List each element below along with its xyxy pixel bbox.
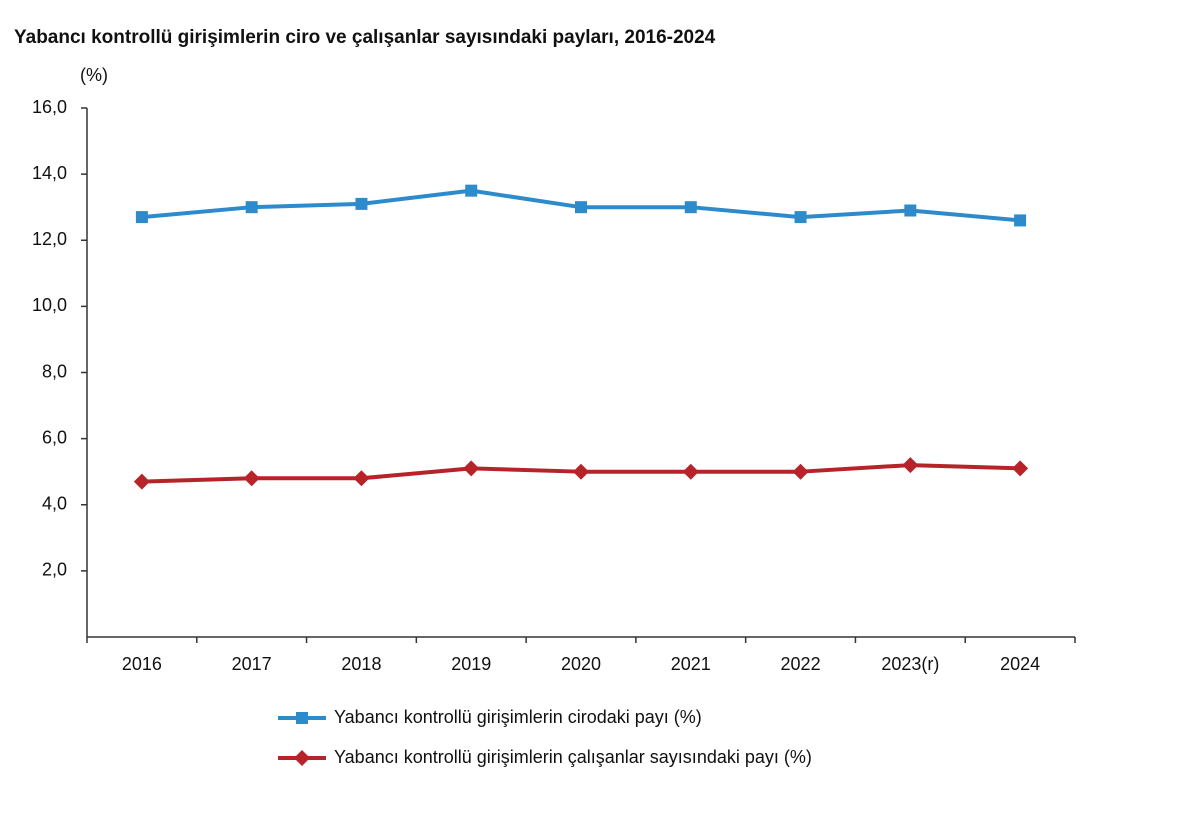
data-point — [573, 463, 589, 480]
data-point — [902, 457, 919, 474]
data-point — [133, 473, 150, 490]
x-tick-label: 2016 — [122, 654, 162, 674]
x-tick-label: 2018 — [341, 654, 381, 674]
legend-label: Yabancı kontrollü girişimlerin cirodaki … — [334, 707, 702, 727]
data-point — [1012, 460, 1029, 477]
data-point — [684, 201, 697, 214]
data-point — [245, 201, 258, 214]
y-tick-label: 14,0 — [32, 163, 67, 183]
y-axis-label: (%) — [80, 65, 108, 85]
chart-title: Yabancı kontrollü girişimlerin ciro ve ç… — [14, 27, 716, 48]
y-tick-label: 12,0 — [32, 229, 67, 249]
data-point — [1014, 214, 1027, 227]
x-tick-label: 2021 — [671, 654, 711, 674]
x-tick-label: 2024 — [1000, 654, 1040, 674]
data-point — [463, 460, 480, 477]
y-tick-label: 10,0 — [32, 295, 67, 315]
x-tick-label: 2023(r) — [881, 654, 939, 674]
data-point — [792, 463, 809, 480]
data-point — [794, 211, 807, 224]
y-tick-label: 16,0 — [32, 97, 67, 117]
x-tick-label: 2019 — [451, 654, 491, 674]
x-tick-label: 2017 — [232, 654, 272, 674]
y-tick-label: 4,0 — [42, 494, 67, 514]
data-point — [904, 204, 917, 217]
legend-marker — [294, 750, 310, 766]
legend-marker — [296, 712, 308, 724]
data-point — [465, 184, 478, 197]
y-tick-label: 2,0 — [42, 560, 67, 580]
x-tick-label: 2022 — [781, 654, 821, 674]
y-tick-label: 8,0 — [42, 361, 67, 381]
y-tick-label: 6,0 — [42, 427, 67, 447]
data-point — [355, 197, 368, 210]
x-tick-label: 2020 — [561, 654, 601, 674]
data-point — [575, 201, 587, 214]
legend-label: Yabancı kontrollü girişimlerin çalışanla… — [334, 747, 812, 767]
data-point — [135, 211, 148, 224]
data-point — [353, 470, 370, 487]
data-point — [243, 470, 260, 487]
data-point — [682, 463, 699, 480]
